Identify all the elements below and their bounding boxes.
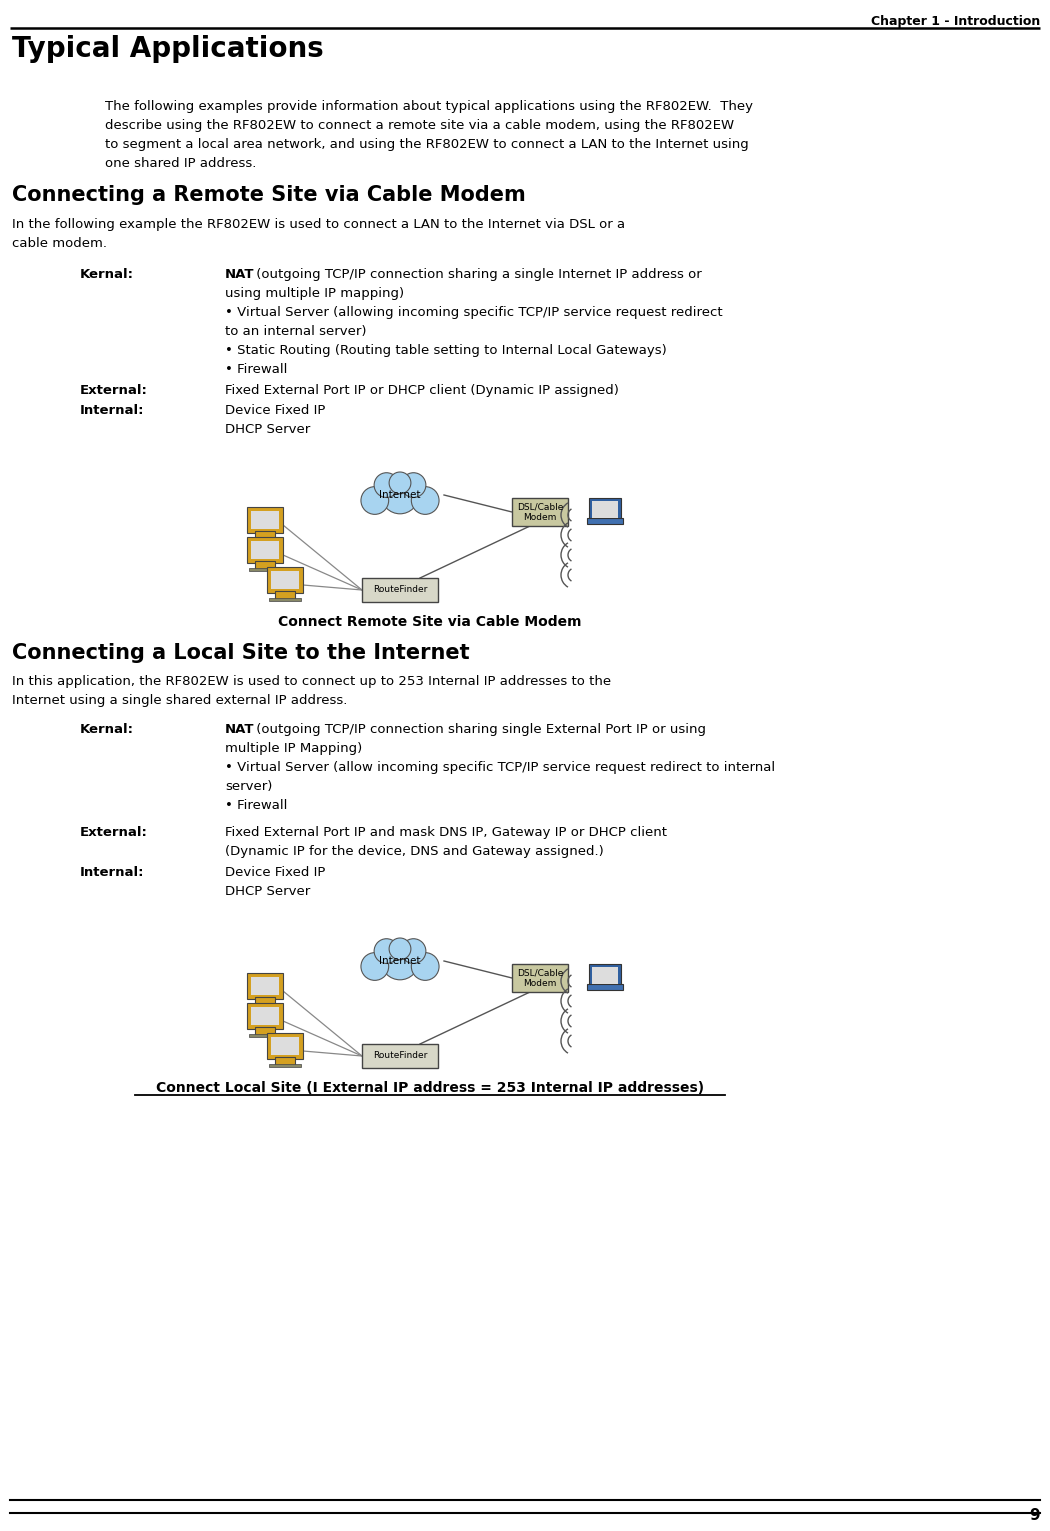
Bar <box>251 977 279 995</box>
Circle shape <box>390 939 411 960</box>
Text: In this application, the RF802EW is used to connect up to 253 Internal IP addres: In this application, the RF802EW is used… <box>12 675 611 687</box>
Text: Kernal:: Kernal: <box>80 268 134 282</box>
Bar <box>275 1056 295 1066</box>
Text: Connect Remote Site via Cable Modem: Connect Remote Site via Cable Modem <box>278 615 582 629</box>
Text: • Firewall: • Firewall <box>225 799 288 811</box>
Bar <box>589 965 621 986</box>
Bar <box>589 498 621 521</box>
Bar <box>247 1003 284 1029</box>
Text: External:: External: <box>80 827 148 839</box>
Bar <box>512 965 568 992</box>
Text: • Static Routing (Routing table setting to Internal Local Gateways): • Static Routing (Routing table setting … <box>225 344 667 357</box>
Text: Connecting a Local Site to the Internet: Connecting a Local Site to the Internet <box>12 643 469 663</box>
Bar <box>271 571 299 589</box>
Text: Fixed External Port IP or DHCP client (Dynamic IP assigned): Fixed External Port IP or DHCP client (D… <box>225 384 618 397</box>
Text: Internet: Internet <box>379 490 421 501</box>
Circle shape <box>374 939 399 963</box>
Text: Internet using a single shared external IP address.: Internet using a single shared external … <box>12 694 348 707</box>
Text: The following examples provide information about typical applications using the : The following examples provide informati… <box>105 100 753 113</box>
Bar <box>592 968 618 984</box>
Bar <box>251 540 279 559</box>
Bar <box>592 501 618 517</box>
Text: server): server) <box>225 779 272 793</box>
Text: Device Fixed IP: Device Fixed IP <box>225 404 326 416</box>
Text: Typical Applications: Typical Applications <box>12 35 323 63</box>
Text: Connecting a Remote Site via Cable Modem: Connecting a Remote Site via Cable Modem <box>12 185 526 205</box>
Text: Internal:: Internal: <box>80 404 145 416</box>
Bar <box>249 1033 281 1036</box>
Bar <box>247 507 284 533</box>
Text: External:: External: <box>80 384 148 397</box>
Text: Fixed External Port IP and mask DNS IP, Gateway IP or DHCP client: Fixed External Port IP and mask DNS IP, … <box>225 827 667 839</box>
Text: Device Fixed IP: Device Fixed IP <box>225 867 326 879</box>
Bar <box>251 1007 279 1024</box>
Text: • Firewall: • Firewall <box>225 363 288 377</box>
Text: NAT: NAT <box>225 723 254 736</box>
Bar <box>269 599 301 602</box>
Bar <box>251 511 279 530</box>
Bar <box>255 531 275 539</box>
Bar <box>362 1044 438 1069</box>
Text: Internet: Internet <box>379 955 421 966</box>
Text: DHCP Server: DHCP Server <box>225 885 310 899</box>
Bar <box>275 591 295 599</box>
Text: NAT: NAT <box>225 268 254 282</box>
Bar <box>249 568 281 571</box>
Bar <box>269 1064 301 1067</box>
Text: RouteFinder: RouteFinder <box>373 585 427 594</box>
Text: (outgoing TCP/IP connection sharing single External Port IP or using: (outgoing TCP/IP connection sharing sing… <box>252 723 706 736</box>
Text: DSL/Cable
Modem: DSL/Cable Modem <box>517 968 563 987</box>
Text: In the following example the RF802EW is used to connect a LAN to the Internet vi: In the following example the RF802EW is … <box>12 217 625 231</box>
Text: describe using the RF802EW to connect a remote site via a cable modem, using the: describe using the RF802EW to connect a … <box>105 119 734 132</box>
Bar <box>267 1033 303 1059</box>
Text: to an internal server): to an internal server) <box>225 325 366 338</box>
Text: one shared IP address.: one shared IP address. <box>105 158 256 170</box>
Text: Kernal:: Kernal: <box>80 723 134 736</box>
Text: Internal:: Internal: <box>80 867 145 879</box>
Bar <box>255 560 275 570</box>
Circle shape <box>401 473 426 498</box>
Bar <box>587 517 623 524</box>
Circle shape <box>390 472 411 495</box>
Text: DHCP Server: DHCP Server <box>225 423 310 436</box>
Text: (outgoing TCP/IP connection sharing a single Internet IP address or: (outgoing TCP/IP connection sharing a si… <box>252 268 701 282</box>
Text: • Virtual Server (allow incoming specific TCP/IP service request redirect to int: • Virtual Server (allow incoming specifi… <box>225 761 775 775</box>
Text: Connect Local Site (I External IP address = 253 Internal IP addresses): Connect Local Site (I External IP addres… <box>156 1081 705 1095</box>
Bar <box>255 997 275 1004</box>
Bar <box>249 1004 281 1007</box>
Text: Chapter 1 - Introduction: Chapter 1 - Introduction <box>870 15 1040 28</box>
Circle shape <box>361 952 388 980</box>
Circle shape <box>412 487 439 514</box>
Text: cable modem.: cable modem. <box>12 237 107 250</box>
Circle shape <box>374 473 399 498</box>
Text: (Dynamic IP for the device, DNS and Gateway assigned.): (Dynamic IP for the device, DNS and Gate… <box>225 845 604 857</box>
Bar <box>255 1027 275 1035</box>
Circle shape <box>412 952 439 980</box>
Circle shape <box>401 939 426 963</box>
Bar <box>249 537 281 540</box>
Bar <box>512 498 568 527</box>
Text: 9: 9 <box>1029 1508 1040 1523</box>
Circle shape <box>381 476 419 514</box>
Circle shape <box>381 942 419 980</box>
Text: DSL/Cable
Modem: DSL/Cable Modem <box>517 502 563 522</box>
Bar <box>267 566 303 592</box>
Text: to segment a local area network, and using the RF802EW to connect a LAN to the I: to segment a local area network, and usi… <box>105 138 749 152</box>
Bar <box>587 984 623 991</box>
Text: using multiple IP mapping): using multiple IP mapping) <box>225 286 404 300</box>
Bar <box>247 974 284 1000</box>
Text: RouteFinder: RouteFinder <box>373 1052 427 1061</box>
Text: multiple IP Mapping): multiple IP Mapping) <box>225 743 362 755</box>
Bar <box>362 579 438 602</box>
Bar <box>247 537 284 563</box>
Circle shape <box>361 487 388 514</box>
Text: • Virtual Server (allowing incoming specific TCP/IP service request redirect: • Virtual Server (allowing incoming spec… <box>225 306 722 318</box>
Bar <box>271 1036 299 1055</box>
